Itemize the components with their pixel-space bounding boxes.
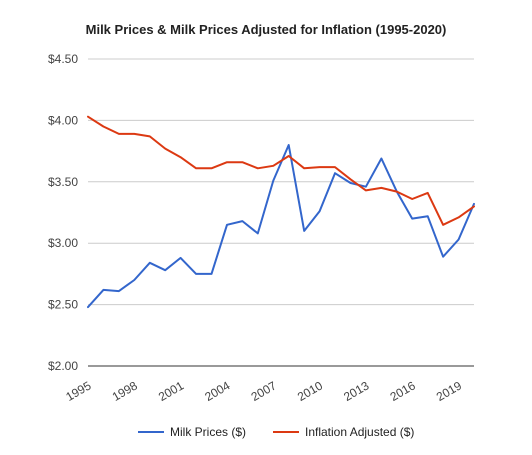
y-tick-label: $2.00 bbox=[48, 359, 78, 373]
chart-title: Milk Prices & Milk Prices Adjusted for I… bbox=[85, 22, 447, 37]
y-tick-label: $2.50 bbox=[48, 298, 78, 312]
legend-label-2: Inflation Adjusted ($) bbox=[305, 425, 414, 439]
x-tick-label: 1998 bbox=[110, 378, 140, 404]
x-tick-label: 2010 bbox=[295, 378, 325, 404]
x-tick-label: 2019 bbox=[434, 378, 464, 404]
legend-label-1: Milk Prices ($) bbox=[170, 425, 246, 439]
series-line-1 bbox=[87, 144, 475, 309]
x-tick-label: 2001 bbox=[156, 378, 186, 404]
x-tick-label: 1995 bbox=[63, 378, 93, 404]
x-tick-label: 2013 bbox=[341, 378, 371, 404]
x-tick-label: 2007 bbox=[249, 378, 279, 404]
y-tick-label: $3.00 bbox=[48, 236, 78, 250]
series-line-2 bbox=[87, 115, 475, 226]
y-tick-label: $3.50 bbox=[48, 175, 78, 189]
x-tick-label: 2016 bbox=[388, 378, 418, 404]
y-tick-label: $4.50 bbox=[48, 52, 78, 66]
x-tick-label: 2004 bbox=[202, 378, 232, 404]
y-tick-label: $4.00 bbox=[48, 113, 78, 127]
